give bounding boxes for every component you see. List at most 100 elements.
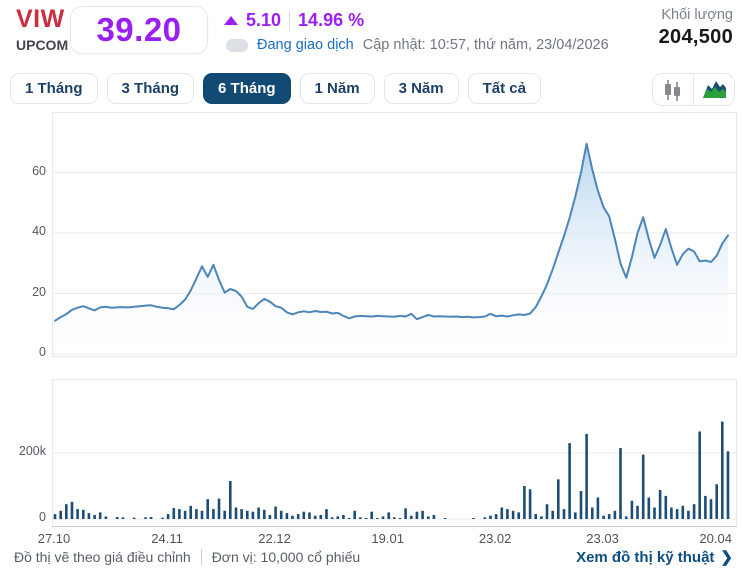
volume-bar xyxy=(229,481,232,519)
candlestick-chart-icon[interactable] xyxy=(653,74,693,105)
volume-bar xyxy=(115,517,119,519)
price-area-fill xyxy=(55,143,728,354)
exchange-name: UPCOM xyxy=(16,37,69,53)
volume-bar xyxy=(172,508,176,519)
volume-bar xyxy=(376,518,379,519)
volume-bar xyxy=(330,517,334,519)
area-chart-icon[interactable] xyxy=(693,74,734,105)
volume-bar xyxy=(415,511,419,519)
chart-type-switch xyxy=(652,73,735,106)
symbol-block: VIW UPCOM xyxy=(16,5,68,53)
price-y-tick-label: 40 xyxy=(32,224,46,238)
price-y-tick-label: 20 xyxy=(32,284,46,299)
adjusted-price-note: Đồ thị vẽ theo giá điều chỉnh xyxy=(14,549,191,565)
trading-status-block: Đang giao dịch Cập nhật: 10:57, thứ năm,… xyxy=(226,37,609,53)
volume-bar xyxy=(381,516,385,519)
volume-bar xyxy=(596,497,600,519)
volume-bar xyxy=(166,514,170,520)
volume-bar xyxy=(641,454,645,519)
volume-bar xyxy=(568,443,571,519)
volume-bar xyxy=(217,498,221,519)
volume-y-tick-label: 200k xyxy=(18,444,46,458)
volume-block: Khối lượng 204,500 xyxy=(659,7,733,49)
tab-3-years[interactable]: 3 Năm xyxy=(383,73,459,104)
volume-bar xyxy=(675,509,679,519)
volume-bar xyxy=(647,497,651,519)
volume-bar xyxy=(87,513,91,519)
volume-bar xyxy=(517,512,520,519)
x-axis-label: 27.10 xyxy=(37,531,71,546)
quote-header: VIW UPCOM 39.20 5.10 14.96 % Đang giao d… xyxy=(0,0,743,68)
volume-bar xyxy=(427,516,430,519)
volume-bar xyxy=(359,517,362,519)
volume-bar xyxy=(630,500,634,519)
volume-bar xyxy=(246,510,249,520)
volume-bar xyxy=(687,510,690,520)
volume-bar xyxy=(195,509,198,519)
tab-6-months[interactable]: 6 Tháng xyxy=(203,73,291,104)
volume-bar xyxy=(602,515,605,519)
volume-bar xyxy=(302,511,306,519)
volume-bar xyxy=(200,510,204,520)
volume-bar xyxy=(511,510,515,520)
volume-bar xyxy=(257,507,260,520)
price-change: 5.10 xyxy=(246,10,282,30)
arrow-up-icon xyxy=(224,16,238,25)
volume-bar xyxy=(404,508,407,519)
volume-bar xyxy=(144,517,147,519)
volume-bar xyxy=(70,501,74,519)
volume-bar xyxy=(670,507,673,520)
volume-bar xyxy=(149,517,153,519)
tab-all[interactable]: Tất cả xyxy=(467,73,541,104)
price-change-percent: 14.96 % xyxy=(298,10,365,30)
volume-bar xyxy=(178,509,181,519)
volume-bar xyxy=(285,513,289,519)
period-tabbar: 1 Tháng 3 Tháng 6 Tháng 1 Năm 3 Năm Tất … xyxy=(10,73,541,104)
volume-label: Khối lượng xyxy=(661,7,733,23)
volume-bar xyxy=(398,518,402,519)
volume-bar xyxy=(585,433,588,519)
volume-bar xyxy=(658,490,662,519)
volume-bar xyxy=(370,511,373,519)
volume-bar xyxy=(347,518,351,519)
volume-bar xyxy=(308,512,311,519)
volume-bar xyxy=(664,495,668,519)
volume-bar xyxy=(681,505,685,519)
x-axis-label: 24.11 xyxy=(151,531,183,546)
x-axis-label: 19.01 xyxy=(371,531,404,546)
volume-bar xyxy=(709,499,713,519)
volume-bar xyxy=(104,516,108,519)
divider xyxy=(200,549,202,565)
tab-3-months[interactable]: 3 Tháng xyxy=(106,73,195,104)
technical-chart-link[interactable]: Xem đồ thị kỹ thuật ❯ xyxy=(576,548,733,567)
volume-bar xyxy=(263,509,266,519)
volume-bar xyxy=(704,495,707,519)
volume-value: 204,500 xyxy=(658,26,733,48)
volume-bar xyxy=(692,504,696,520)
volume-bar xyxy=(540,516,543,519)
volume-bar xyxy=(342,515,345,519)
volume-bar xyxy=(721,421,724,519)
divider xyxy=(289,10,291,31)
volume-bar xyxy=(619,448,622,519)
volume-bar xyxy=(613,510,617,520)
price-badge: 39.20 xyxy=(70,6,208,54)
tab-1-year[interactable]: 1 Năm xyxy=(299,73,375,104)
volume-bar xyxy=(65,504,68,520)
volume-bar xyxy=(489,515,492,519)
chart-footer: Đồ thị vẽ theo giá điều chỉnh Đơn vị: 10… xyxy=(0,548,743,567)
price-chart[interactable] xyxy=(52,112,737,357)
volume-bar xyxy=(387,512,390,519)
volume-bar xyxy=(212,509,215,519)
price-line xyxy=(54,142,729,322)
price-change-block: 5.10 14.96 % xyxy=(224,10,364,31)
volume-bar xyxy=(443,518,447,519)
volume-bar xyxy=(607,514,611,520)
tab-1-month[interactable]: 1 Tháng xyxy=(10,73,98,104)
volume-bar xyxy=(279,510,283,520)
volume-chart[interactable] xyxy=(52,379,737,527)
volume-bar xyxy=(313,515,317,519)
volume-bar xyxy=(432,515,436,519)
technical-chart-link-label: Xem đồ thị kỹ thuật xyxy=(576,548,715,566)
volume-bar xyxy=(636,505,639,519)
